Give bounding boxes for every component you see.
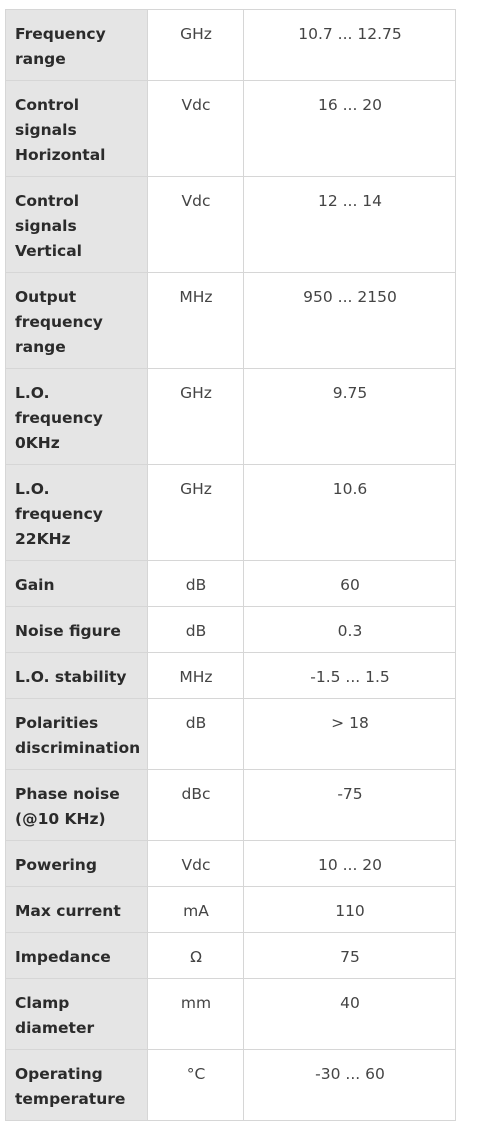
table-row: Operating temperature °C -30 ... 60: [5, 1049, 456, 1121]
param-unit: GHz: [147, 368, 244, 465]
param-name: Impedance: [5, 932, 148, 979]
table-row: Clamp diameter mm 40: [5, 978, 456, 1050]
param-unit: MHz: [147, 652, 244, 699]
spec-table-body: Frequency range GHz 10.7 ... 12.75 Contr…: [5, 9, 456, 1121]
param-name: Noise figure: [5, 606, 148, 653]
param-name: Control signals Horizontal: [5, 80, 148, 177]
param-value: 40: [243, 978, 456, 1050]
param-value: > 18: [243, 698, 456, 770]
param-unit: Vdc: [147, 840, 244, 887]
table-row: Polarities discrimination dB > 18: [5, 698, 456, 770]
table-row: Control signals Vertical Vdc 12 ... 14: [5, 176, 456, 273]
param-value: 12 ... 14: [243, 176, 456, 273]
table-row: Output frequency range MHz 950 ... 2150: [5, 272, 456, 369]
param-unit: mA: [147, 886, 244, 933]
table-row: Frequency range GHz 10.7 ... 12.75: [5, 9, 456, 81]
table-row: Gain dB 60: [5, 560, 456, 607]
param-value: -30 ... 60: [243, 1049, 456, 1121]
param-value: 60: [243, 560, 456, 607]
table-row: Control signals Horizontal Vdc 16 ... 20: [5, 80, 456, 177]
table-row: Noise figure dB 0.3: [5, 606, 456, 653]
table-row: Phase noise (@10 KHz) dBc -75: [5, 769, 456, 841]
param-name: Max current: [5, 886, 148, 933]
param-name: L.O. frequency 22KHz: [5, 464, 148, 561]
param-unit: Vdc: [147, 80, 244, 177]
param-unit: mm: [147, 978, 244, 1050]
param-value: 75: [243, 932, 456, 979]
param-value: 110: [243, 886, 456, 933]
param-value: -1.5 ... 1.5: [243, 652, 456, 699]
param-unit: Vdc: [147, 176, 244, 273]
param-value: 16 ... 20: [243, 80, 456, 177]
param-name: Powering: [5, 840, 148, 887]
param-name: Phase noise (@10 KHz): [5, 769, 148, 841]
param-unit: MHz: [147, 272, 244, 369]
param-name: Output frequency range: [5, 272, 148, 369]
param-name: L.O. stability: [5, 652, 148, 699]
param-name: Control signals Vertical: [5, 176, 148, 273]
param-unit: dB: [147, 606, 244, 653]
param-unit: Ω: [147, 932, 244, 979]
param-unit: dB: [147, 560, 244, 607]
spec-table: Frequency range GHz 10.7 ... 12.75 Contr…: [5, 9, 456, 1121]
table-row: Max current mA 110: [5, 886, 456, 933]
table-row: Powering Vdc 10 ... 20: [5, 840, 456, 887]
param-value: 10 ... 20: [243, 840, 456, 887]
param-unit: GHz: [147, 9, 244, 81]
table-row: Impedance Ω 75: [5, 932, 456, 979]
param-value: -75: [243, 769, 456, 841]
param-name: L.O. frequency 0KHz: [5, 368, 148, 465]
table-row: L.O. stability MHz -1.5 ... 1.5: [5, 652, 456, 699]
table-row: L.O. frequency 22KHz GHz 10.6: [5, 464, 456, 561]
param-value: 10.6: [243, 464, 456, 561]
param-name: Polarities discrimination: [5, 698, 148, 770]
param-value: 10.7 ... 12.75: [243, 9, 456, 81]
param-name: Clamp diameter: [5, 978, 148, 1050]
param-unit: dB: [147, 698, 244, 770]
param-unit: GHz: [147, 464, 244, 561]
param-name: Gain: [5, 560, 148, 607]
table-row: L.O. frequency 0KHz GHz 9.75: [5, 368, 456, 465]
param-unit: dBc: [147, 769, 244, 841]
param-name: Operating temperature: [5, 1049, 148, 1121]
param-value: 9.75: [243, 368, 456, 465]
param-unit: °C: [147, 1049, 244, 1121]
param-value: 950 ... 2150: [243, 272, 456, 369]
param-name: Frequency range: [5, 9, 148, 81]
param-value: 0.3: [243, 606, 456, 653]
